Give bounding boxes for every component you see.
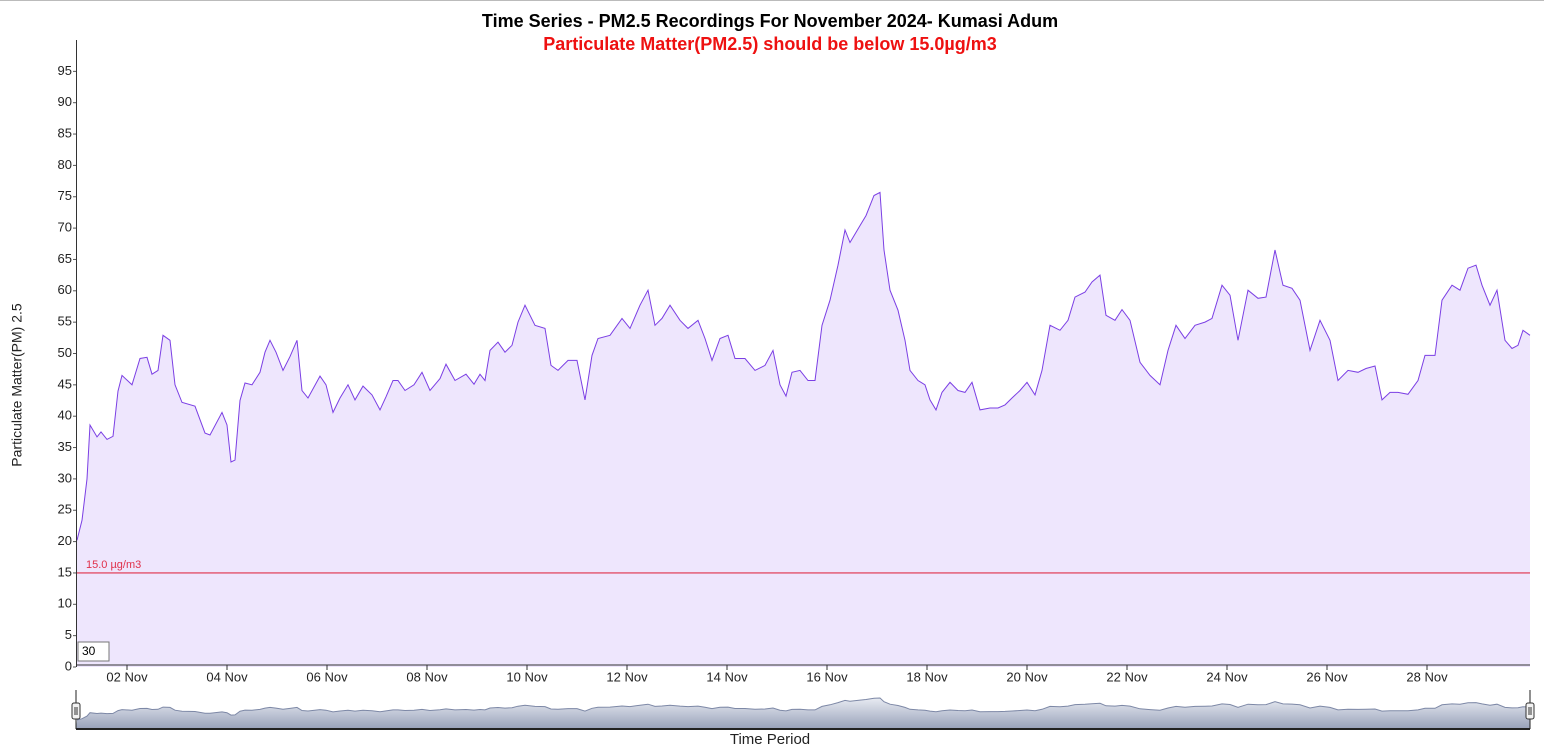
x-tick-label: 06 Nov [306, 669, 348, 684]
x-tick-label: 10 Nov [506, 669, 548, 684]
y-tick-label: 20 [58, 533, 72, 548]
zoom-input[interactable] [77, 641, 110, 662]
x-tick-label: 26 Nov [1306, 669, 1348, 684]
x-tick-label: 08 Nov [406, 669, 448, 684]
y-tick-label: 85 [58, 125, 72, 140]
x-axis-label: Time Period [730, 731, 810, 748]
x-tick-label: 22 Nov [1106, 669, 1148, 684]
y-tick-label: 30 [58, 470, 72, 485]
navigator-handle-left[interactable] [71, 702, 81, 720]
y-tick-label: 45 [58, 376, 72, 391]
x-tick-label: 18 Nov [906, 669, 948, 684]
navigator-handle-right[interactable] [1525, 702, 1535, 720]
y-tick-label: 90 [58, 94, 72, 109]
threshold-label: 15.0 µg/m3 [86, 559, 141, 571]
area-fill [77, 192, 1530, 667]
x-tick-label: 02 Nov [106, 669, 148, 684]
y-tick-label: 25 [58, 502, 72, 517]
zoom-input-value: 30 [82, 644, 96, 658]
y-tick-label: 95 [58, 63, 72, 78]
y-tick-label: 75 [58, 188, 72, 203]
y-tick-label: 65 [58, 251, 72, 266]
x-tick-label: 14 Nov [706, 669, 748, 684]
chart-title: Time Series - PM2.5 Recordings For Novem… [482, 11, 1058, 31]
y-tick-label: 80 [58, 157, 72, 172]
y-tick-label: 55 [58, 314, 72, 329]
y-tick-label: 35 [58, 439, 72, 454]
y-tick-label: 0 [65, 658, 72, 673]
x-tick-label: 20 Nov [1006, 669, 1048, 684]
navigator-line [76, 697, 1531, 721]
y-axis-label: Particulate Matter(PM) 2.5 [9, 303, 25, 467]
y-tick-label: 40 [58, 408, 72, 423]
x-tick-label: 28 Nov [1406, 669, 1448, 684]
chart-subtitle: Particulate Matter(PM2.5) should be belo… [543, 34, 996, 54]
x-tick-label: 12 Nov [606, 669, 648, 684]
y-tick-label: 15 [58, 564, 72, 579]
y-tick-label: 50 [58, 345, 72, 360]
y-tick-label: 60 [58, 282, 72, 297]
x-tick-label: 16 Nov [806, 669, 848, 684]
y-tick-label: 70 [58, 220, 72, 235]
x-tick-label: 24 Nov [1206, 669, 1248, 684]
data-line [76, 191, 1531, 541]
x-tick-label: 04 Nov [206, 669, 248, 684]
y-tick-label: 10 [58, 596, 72, 611]
y-tick-label: 5 [65, 627, 72, 642]
navigator-area [76, 698, 1530, 728]
